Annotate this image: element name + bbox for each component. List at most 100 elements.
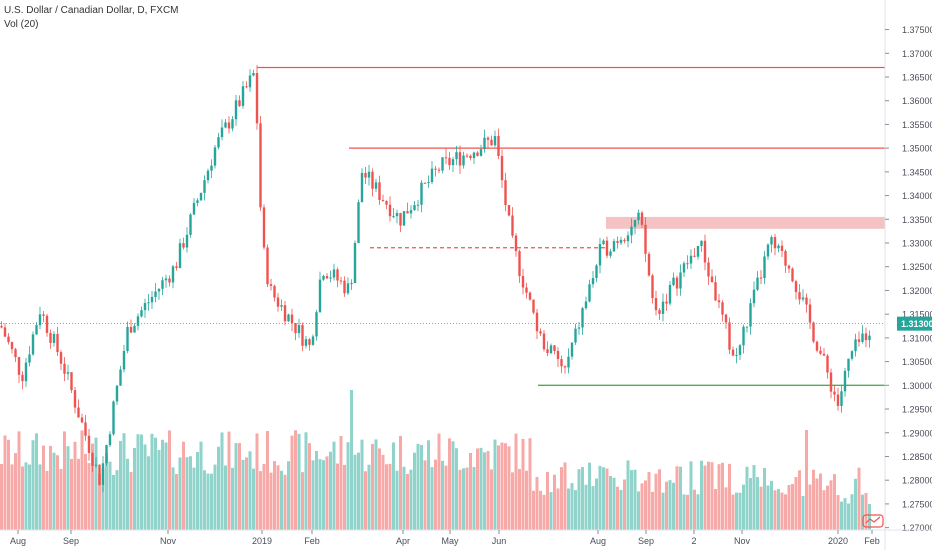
volume-bar (255, 433, 259, 530)
candle-body (486, 137, 490, 140)
candle-body (679, 272, 682, 289)
volume-bar (122, 433, 126, 530)
volume-bar (847, 503, 850, 530)
candle-body (693, 255, 696, 257)
candle-body (385, 201, 388, 205)
candle-body (696, 245, 700, 257)
candle-body (724, 314, 728, 323)
volume-bar (420, 445, 423, 530)
candle-body (815, 341, 819, 351)
candle-body (420, 182, 423, 205)
volume-bar (196, 452, 199, 530)
time-tick-label: Nov (160, 536, 177, 546)
volume-bar (763, 467, 766, 530)
candle-body (399, 213, 402, 226)
volume-bar (679, 466, 682, 530)
candle-body (612, 241, 616, 252)
candle-body (17, 357, 21, 375)
candle-body (101, 463, 105, 485)
volume-bar (731, 494, 735, 530)
price-tick-label: 1.32500 (902, 262, 932, 272)
candle-body (854, 339, 857, 352)
volume-bar (525, 470, 528, 530)
candle-body (413, 205, 416, 211)
volume-bar (451, 441, 455, 530)
volume-indicator-label[interactable]: Vol (20) (4, 19, 39, 30)
candle-body (430, 168, 434, 183)
volume-bar (465, 467, 469, 530)
candle-body (367, 171, 371, 178)
volume-bar (185, 457, 189, 530)
candle-body (129, 326, 133, 333)
candle-body (276, 297, 280, 307)
candle-body (196, 200, 199, 203)
candle-body (773, 237, 777, 249)
candle-body (87, 435, 91, 453)
candle-body (427, 182, 430, 184)
volume-bar (294, 430, 297, 530)
volume-bar (77, 458, 80, 530)
volume-bar (759, 486, 763, 530)
volume-bar (217, 446, 220, 530)
candle-body (31, 334, 35, 355)
logo-frame (862, 514, 884, 528)
volume-bar (80, 430, 84, 530)
candle-body (644, 224, 647, 254)
volume-bar (266, 431, 269, 530)
candle-body (332, 269, 336, 278)
chart-title: U.S. Dollar / Canadian Dollar, D, FXCM (4, 5, 179, 16)
candle-body (476, 152, 479, 156)
volume-bar (24, 462, 28, 530)
volume-bar (581, 467, 584, 530)
volume-bar (840, 501, 843, 530)
volume-bar (346, 442, 350, 530)
time-tick-label: 2019 (252, 536, 272, 546)
time-tick-label: Aug (590, 536, 606, 546)
volume-bar (203, 470, 206, 530)
volume-bar (567, 488, 570, 530)
price-tick-label: 1.35000 (902, 144, 932, 154)
candle-body (185, 234, 189, 248)
volume-bar (290, 435, 294, 530)
candle-body (528, 292, 532, 300)
volume-bar (28, 464, 31, 530)
volume-bar (539, 490, 542, 530)
candle-body (756, 277, 759, 290)
volume-bar (644, 480, 647, 530)
candle-body (80, 417, 84, 423)
candle-body (567, 356, 570, 368)
volume-bar (343, 464, 346, 530)
candle-body (787, 265, 791, 269)
volume-bar (392, 442, 395, 530)
volume-bar (766, 485, 770, 530)
candle-body (633, 220, 637, 227)
volume-bar (287, 461, 290, 530)
candle-body (241, 86, 245, 106)
candle-body (812, 322, 815, 342)
candle-body (829, 372, 833, 392)
volume-bar (385, 464, 388, 530)
candle-body (535, 312, 539, 332)
volume-bar (164, 442, 168, 530)
candle-body (94, 464, 98, 466)
volume-bar (241, 459, 245, 530)
volume-bar (553, 474, 556, 530)
candle-body (749, 303, 752, 327)
volume-bar (857, 467, 861, 530)
candle-body (500, 156, 504, 181)
volume-bar (283, 474, 287, 530)
volume-bar (129, 471, 133, 530)
candle-body (297, 325, 301, 334)
candle-body (728, 322, 731, 350)
candle-body (126, 326, 129, 352)
volume-bar (651, 491, 654, 530)
candle-body (301, 325, 304, 346)
candle-body (203, 180, 206, 193)
volume-bar (367, 464, 371, 530)
last-price-label: 1.31300 (901, 319, 932, 329)
candle-body (259, 123, 262, 208)
volume-bar (336, 463, 339, 530)
volume-bar (504, 443, 507, 530)
